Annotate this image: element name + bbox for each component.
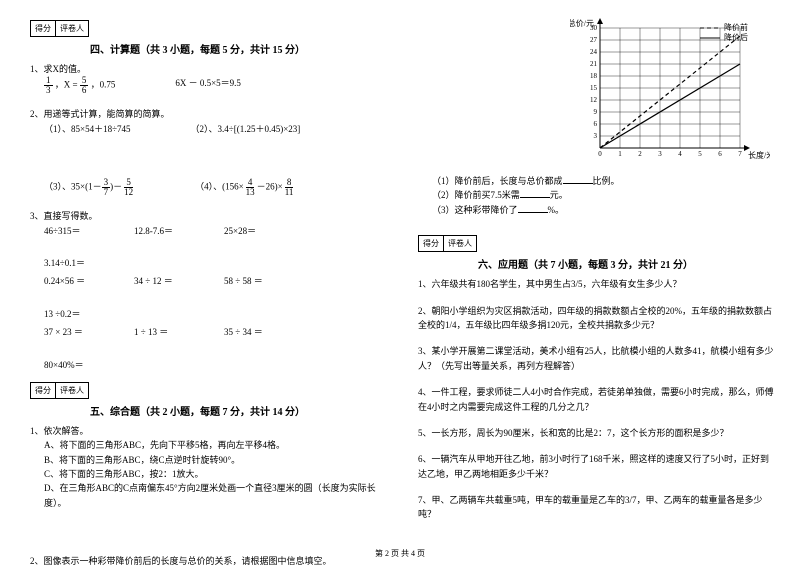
grader-label: 评卷人 (56, 20, 89, 37)
q4-3: 3、直接写得数。 46÷315＝12.8-7.6＝25×28＝3.14÷0.1＝… (30, 209, 382, 372)
svg-text:3: 3 (658, 150, 662, 158)
blank-2[interactable] (520, 188, 550, 198)
q6-5: 5、一长方形，周长为90厘米，长和宽的比是2：7，这个长方形的面积是多少？ (418, 426, 776, 440)
score-box-6: 得分 评卷人 (418, 235, 776, 252)
score-box-4: 得分 评卷人 (30, 20, 382, 37)
blank-1[interactable] (563, 174, 593, 184)
svg-text:4: 4 (678, 150, 682, 158)
svg-text:7: 7 (738, 150, 742, 158)
page-footer: 第 2 页 共 4 页 (0, 548, 800, 559)
blank-3[interactable] (518, 203, 548, 213)
score-label: 得分 (30, 20, 56, 37)
svg-text:18: 18 (590, 72, 598, 80)
q5-1-stem: 1、依次解答。 (30, 424, 382, 438)
right-column: 0123456736912151821242730总价/元长度/米降价前降价后 … (400, 0, 800, 565)
svg-text:24: 24 (590, 48, 598, 56)
q6-4: 4、一件工程，要求师徒二人4小时合作完成，若徒弟单独做，需要6小时完成，那么，师… (418, 385, 776, 414)
q4-1: 1、求X的值。 13 ，X = 56 ，0.75 6X － 0.5×5＝9.5 (30, 62, 382, 95)
q4-3-stem: 3、直接写得数。 (30, 209, 382, 223)
svg-text:5: 5 (698, 150, 702, 158)
svg-text:27: 27 (590, 36, 598, 44)
q4-2-p1: （1）、85×54＋18÷745 (44, 122, 131, 136)
svg-text:15: 15 (590, 84, 598, 92)
q4-2-stem: 2、用递等式计算，能简算的简算。 (30, 107, 382, 121)
q6-1: 1、六年级共有180名学生，其中男生占3/5，六年级有女生多少人？ (418, 277, 776, 291)
q4-3-r3: 37 × 23 ＝1 ÷ 13 ＝35 ÷ 34 ＝80×40%＝ (44, 325, 382, 372)
q6-3: 3、某小学开展第二课堂活动，美术小组有25人，比航模小组的人数多41，航模小组有… (418, 344, 776, 373)
score-box-5: 得分 评卷人 (30, 382, 382, 399)
q4-1-stem: 1、求X的值。 (30, 62, 382, 76)
price-chart: 0123456736912151821242730总价/元长度/米降价前降价后 (570, 18, 770, 168)
section-5-title: 五、综合题（共 2 小题，每题 7 分，共计 14 分） (90, 403, 382, 418)
chart-subquestions: （1）降价前后，长度与总价都成比例。 （2）降价前买7.5米需元。 （3）这种彩… (418, 174, 776, 217)
svg-text:1: 1 (618, 150, 622, 158)
q4-3-r2: 0.24×56 ＝34 ÷ 12 ＝58 ÷ 58 ＝13 ÷0.2＝ (44, 274, 382, 321)
section-4-title: 四、计算题（共 3 小题，每题 5 分，共计 15 分） (90, 41, 382, 56)
q4-1-eq2: 6X － 0.5×5＝9.5 (175, 76, 241, 95)
svg-text:0: 0 (598, 150, 602, 158)
svg-text:2: 2 (638, 150, 642, 158)
q6-7: 7、甲、乙两辆车共载重5吨，甲车的载重量是乙车的3/7，甲、乙两车的载重量各是多… (418, 493, 776, 522)
q6-2: 2、朝阳小学组织为灾区捐款活动，四年级的捐款数额占全校的20%，五年级的捐款数额… (418, 304, 776, 333)
q4-2-p4: （4）、(156×413－26)×811 (195, 178, 295, 197)
left-column: 得分 评卷人 四、计算题（共 3 小题，每题 5 分，共计 15 分） 1、求X… (0, 0, 400, 565)
svg-text:总价/元: 总价/元 (570, 18, 594, 28)
q5-1: 1、依次解答。 A、将下面的三角形ABC，先向下平移5格，再向左平移4格。 B、… (30, 424, 382, 510)
q6-6: 6、一辆汽车从甲地开往乙地，前3小时行了168千米，照这样的速度又行了5小时，正… (418, 452, 776, 481)
svg-text:9: 9 (594, 108, 598, 116)
svg-text:21: 21 (590, 60, 598, 68)
svg-text:长度/米: 长度/米 (748, 150, 770, 160)
q4-2-p3: （3）、35×(1－37)－512 (44, 178, 135, 197)
section-6-title: 六、应用题（共 7 小题，每题 3 分，共计 21 分） (478, 256, 776, 271)
q6-list: 1、六年级共有180名学生，其中男生占3/5，六年级有女生多少人？ 2、朝阳小学… (418, 277, 776, 522)
q4-2: 2、用递等式计算，能简算的简算。 （1）、85×54＋18÷745 （2）、3.… (30, 107, 382, 197)
q4-3-r1: 46÷315＝12.8-7.6＝25×28＝3.14÷0.1＝ (44, 224, 382, 271)
q4-2-p2: （2）、3.4÷[(1.25＋0.45)×23] (191, 122, 301, 136)
svg-text:降价后: 降价后 (724, 32, 748, 42)
svg-text:6: 6 (718, 150, 722, 158)
svg-text:降价前: 降价前 (724, 22, 748, 32)
q4-1-eq1: 13 ，X = 56 ，0.75 (44, 76, 115, 95)
svg-text:12: 12 (590, 96, 598, 104)
svg-text:6: 6 (594, 120, 598, 128)
svg-text:3: 3 (594, 132, 598, 140)
